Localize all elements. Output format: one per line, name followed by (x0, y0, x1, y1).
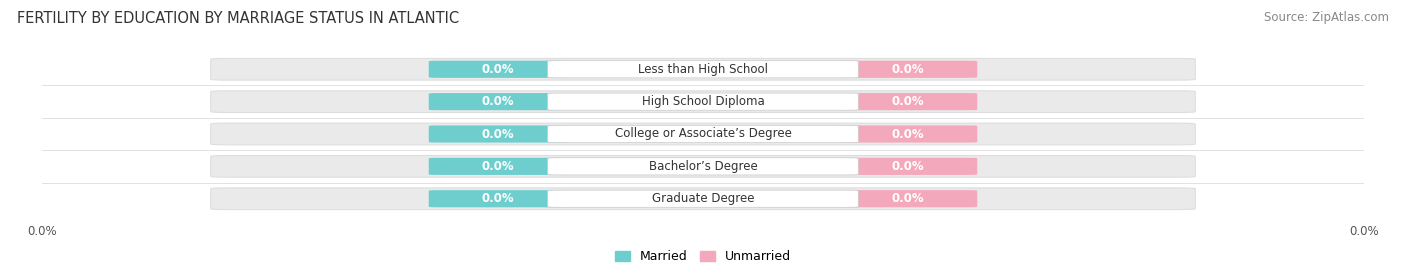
Text: 0.0%: 0.0% (482, 192, 515, 205)
FancyBboxPatch shape (211, 91, 1195, 113)
FancyBboxPatch shape (429, 190, 568, 207)
FancyBboxPatch shape (548, 125, 858, 143)
FancyBboxPatch shape (548, 93, 858, 110)
FancyBboxPatch shape (211, 188, 1195, 210)
FancyBboxPatch shape (838, 158, 977, 175)
Text: FERTILITY BY EDUCATION BY MARRIAGE STATUS IN ATLANTIC: FERTILITY BY EDUCATION BY MARRIAGE STATU… (17, 11, 458, 26)
Text: 0.0%: 0.0% (482, 160, 515, 173)
Legend: Married, Unmarried: Married, Unmarried (610, 245, 796, 268)
FancyBboxPatch shape (548, 61, 858, 78)
Text: 0.0%: 0.0% (891, 95, 924, 108)
FancyBboxPatch shape (429, 158, 568, 175)
Text: 0.0%: 0.0% (891, 63, 924, 76)
Text: College or Associate’s Degree: College or Associate’s Degree (614, 128, 792, 140)
FancyBboxPatch shape (838, 61, 977, 78)
Text: 0.0%: 0.0% (482, 95, 515, 108)
FancyBboxPatch shape (838, 190, 977, 207)
FancyBboxPatch shape (429, 61, 568, 78)
Text: Bachelor’s Degree: Bachelor’s Degree (648, 160, 758, 173)
FancyBboxPatch shape (838, 93, 977, 110)
FancyBboxPatch shape (211, 155, 1195, 177)
Text: 0.0%: 0.0% (891, 160, 924, 173)
FancyBboxPatch shape (838, 125, 977, 143)
Text: 0.0%: 0.0% (891, 192, 924, 205)
FancyBboxPatch shape (211, 58, 1195, 80)
Text: 0.0%: 0.0% (891, 128, 924, 140)
FancyBboxPatch shape (548, 158, 858, 175)
Text: 0.0%: 0.0% (482, 63, 515, 76)
Text: Less than High School: Less than High School (638, 63, 768, 76)
FancyBboxPatch shape (211, 123, 1195, 145)
FancyBboxPatch shape (429, 93, 568, 110)
FancyBboxPatch shape (548, 190, 858, 207)
Text: Graduate Degree: Graduate Degree (652, 192, 754, 205)
Text: Source: ZipAtlas.com: Source: ZipAtlas.com (1264, 11, 1389, 24)
Text: High School Diploma: High School Diploma (641, 95, 765, 108)
FancyBboxPatch shape (429, 125, 568, 143)
Text: 0.0%: 0.0% (482, 128, 515, 140)
